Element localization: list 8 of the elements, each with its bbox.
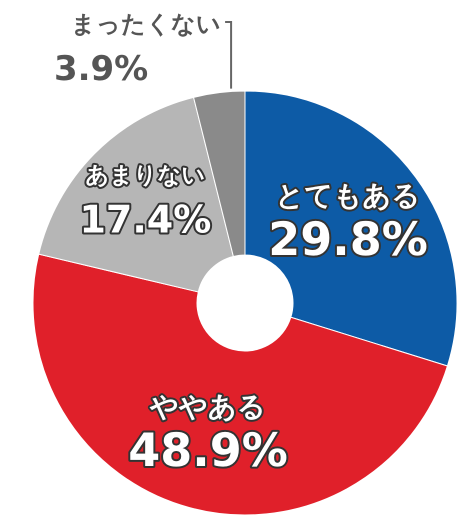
slice-label: あまりない <box>85 162 206 189</box>
slice-label: ややある <box>149 390 266 424</box>
slice-label: とてもある <box>276 179 421 212</box>
data-label: 48.9% <box>128 423 288 478</box>
data-label: 3.9% <box>54 49 148 89</box>
data-label: 17.4% <box>79 198 212 242</box>
data-label: 29.8% <box>268 212 428 266</box>
slice-label: まったくない <box>71 10 222 38</box>
